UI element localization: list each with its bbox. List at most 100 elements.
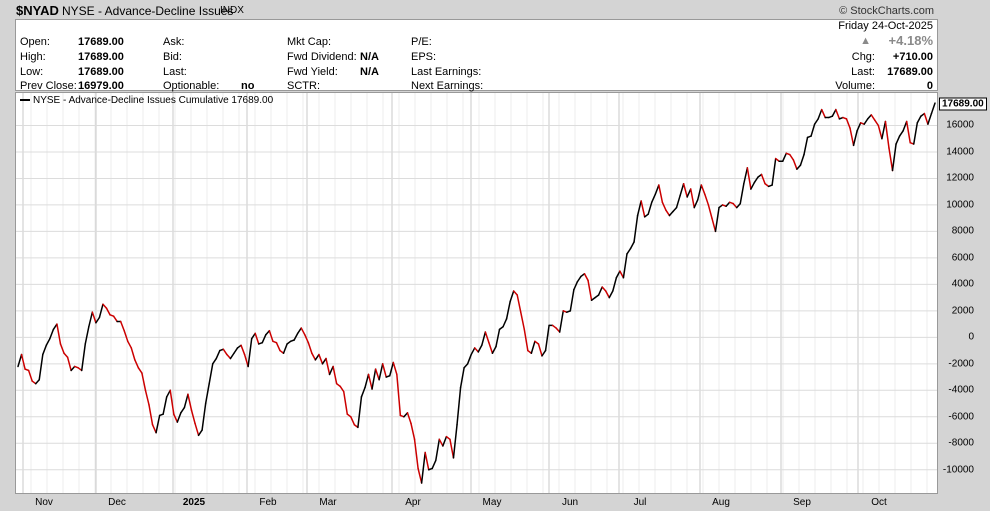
price-segment — [240, 344, 246, 356]
price-segment — [282, 343, 288, 354]
price-segment — [558, 310, 564, 333]
y-tick-label: 12000 — [946, 172, 974, 184]
price-segment — [211, 357, 218, 365]
price-segment — [95, 316, 101, 324]
price-segment — [194, 422, 200, 437]
price-segment — [311, 352, 317, 361]
price-segment — [813, 118, 819, 125]
price-segment — [222, 348, 228, 356]
pe-label: P/E: — [411, 36, 432, 48]
price-segment — [573, 280, 579, 291]
price-segment — [576, 275, 582, 283]
price-segment — [17, 353, 23, 368]
price-segment — [417, 467, 423, 484]
price-segment — [392, 361, 398, 376]
price-segment — [863, 118, 869, 125]
low-value: 17689.00 — [78, 66, 124, 78]
x-tick-label: Oct — [871, 497, 887, 508]
open-value: 17689.00 — [78, 36, 124, 48]
price-segment — [682, 182, 688, 198]
price-segment — [378, 363, 384, 381]
last-earnings-label: Last Earnings: — [411, 66, 482, 78]
y-tick-label: 16000 — [946, 119, 974, 131]
price-segment — [155, 414, 161, 434]
price-segment — [810, 123, 816, 137]
ask-label: Ask: — [163, 36, 185, 48]
fwd-yield-value: N/A — [360, 66, 379, 78]
price-segment — [884, 120, 890, 149]
x-tick-label: May — [482, 497, 502, 508]
price-segment — [888, 147, 894, 172]
price-segment — [672, 206, 678, 213]
price-segment — [881, 120, 887, 140]
price-segment — [293, 332, 299, 341]
symbol: $NYAD — [16, 3, 59, 18]
price-segment — [626, 247, 632, 255]
price-segment — [732, 202, 738, 209]
price-segment — [622, 253, 628, 279]
last-label-mid: Last: — [163, 66, 187, 78]
price-segment — [771, 157, 777, 186]
symbol-type: INDX — [220, 5, 244, 16]
bid-label: Bid: — [163, 51, 182, 63]
brand-watermark[interactable]: © StockCharts.com — [839, 5, 934, 17]
price-segment — [162, 396, 168, 415]
price-segment — [247, 337, 253, 368]
chg-value: +710.00 — [892, 51, 933, 63]
price-segment — [916, 115, 922, 124]
price-segment — [835, 108, 841, 120]
price-segment — [229, 352, 235, 360]
price-segment — [215, 349, 221, 360]
price-segment — [520, 311, 526, 331]
price-segment — [357, 396, 363, 429]
mktcap-label: Mkt Cap: — [287, 36, 332, 48]
open-label: Open: — [20, 36, 50, 48]
price-segment — [20, 353, 26, 370]
price-segment — [714, 206, 720, 233]
price-segment — [254, 332, 260, 345]
x-tick-label: Dec — [108, 497, 126, 508]
price-segment — [364, 373, 370, 389]
price-segment — [70, 365, 76, 372]
price-segment — [647, 201, 653, 215]
price-segment — [509, 290, 515, 303]
price-segment — [689, 188, 695, 209]
price-segment — [820, 108, 826, 119]
price-segment — [66, 356, 72, 372]
price-segment — [707, 204, 713, 219]
price-segment — [307, 341, 313, 354]
price-segment — [502, 318, 508, 328]
price-segment — [134, 359, 140, 369]
price-segment — [371, 368, 377, 390]
price-segment — [56, 323, 62, 345]
price-segment — [743, 167, 749, 185]
y-tick-label: -8000 — [948, 437, 974, 449]
price-segment — [328, 365, 334, 376]
price-segment — [477, 344, 483, 353]
price-segment — [725, 201, 731, 208]
y-tick-label: 10000 — [946, 199, 974, 211]
quote-info-panel: Open: 17689.00 High: 17689.00 Low: 17689… — [15, 19, 938, 92]
chg-label: Chg: — [851, 51, 875, 63]
quote-date: Friday 24-Oct-2025 — [838, 20, 933, 32]
price-segment — [760, 173, 766, 185]
price-segment — [735, 202, 742, 209]
last-value-tag: 17689.00 — [939, 97, 987, 111]
price-segment — [296, 327, 302, 335]
y-tick-label: 8000 — [951, 225, 974, 237]
price-segment — [902, 120, 908, 132]
price-segment — [102, 303, 108, 309]
price-segment — [803, 136, 809, 156]
price-segment — [796, 164, 802, 170]
price-segment — [265, 329, 271, 336]
price-segment — [927, 112, 933, 125]
x-tick-label: Mar — [319, 497, 337, 508]
fwd-dividend-value: N/A — [360, 51, 379, 63]
price-segment — [930, 102, 936, 115]
price-segment — [608, 290, 614, 299]
price-segment — [569, 288, 575, 312]
chart-panel[interactable]: NYSE - Advance-Decline Issues Cumulative… — [15, 92, 938, 494]
price-segment — [792, 159, 798, 170]
price-segment — [250, 332, 256, 340]
price-segment — [396, 373, 402, 417]
